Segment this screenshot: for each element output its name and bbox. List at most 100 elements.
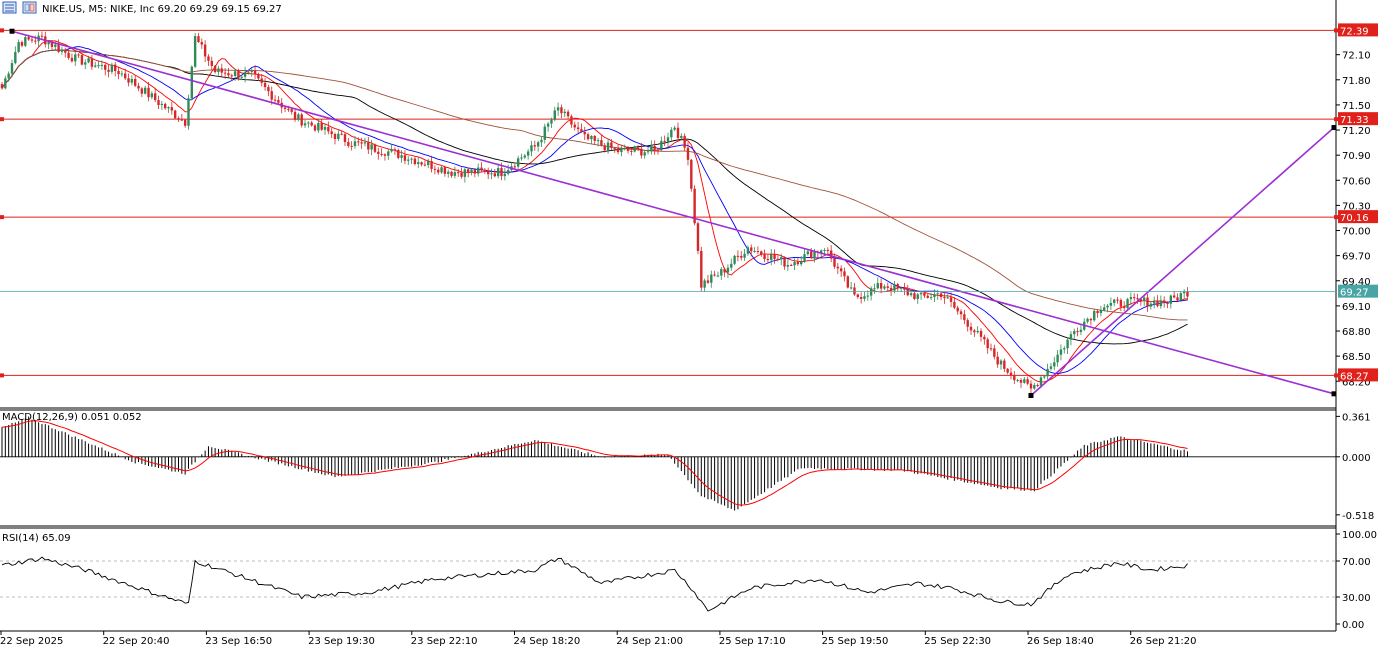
- candle-body: [1076, 331, 1079, 333]
- candle-body: [889, 287, 893, 291]
- candle-body: [303, 123, 307, 126]
- candle-body: [317, 122, 320, 131]
- candle-body: [1136, 298, 1139, 300]
- candle-body: [929, 297, 933, 299]
- candle-body: [973, 330, 976, 333]
- candle-body: [856, 294, 860, 298]
- candle-body: [1103, 307, 1106, 311]
- candle-body: [939, 293, 943, 298]
- candle-body: [40, 35, 44, 37]
- candle-body: [453, 172, 457, 176]
- candle-body: [370, 144, 373, 150]
- level-anchor: [0, 28, 4, 33]
- candle-body: [193, 36, 197, 67]
- candle-body: [526, 151, 530, 156]
- candle-body: [863, 296, 866, 299]
- candle-body: [640, 148, 643, 156]
- candle-body: [1006, 368, 1009, 373]
- candle-body: [207, 56, 210, 61]
- time-tick-label: 22 Sep 2025: [0, 636, 63, 647]
- candle-body: [1179, 293, 1183, 301]
- candle-body: [713, 274, 716, 276]
- candle-body: [566, 111, 570, 117]
- candle-body: [956, 307, 959, 312]
- candle-body: [536, 142, 540, 147]
- time-tick-label: 23 Sep 16:50: [205, 636, 272, 647]
- price-tick-label: 70.30: [1342, 201, 1371, 212]
- candle-body: [390, 149, 393, 152]
- rsi-title: RSI(14) 65.09: [2, 533, 71, 544]
- candle-body: [656, 149, 660, 151]
- candle-body: [486, 170, 490, 175]
- panel-frames: [0, 0, 1337, 632]
- candle-body: [976, 330, 979, 333]
- candle-body: [663, 140, 666, 142]
- candle-body: [1123, 306, 1126, 308]
- candle-body: [157, 100, 160, 105]
- price-tick-label: 69.10: [1342, 302, 1371, 313]
- candle-body: [633, 147, 636, 152]
- candle-body: [240, 76, 243, 78]
- candle-body: [590, 136, 593, 140]
- candle-body: [437, 169, 440, 173]
- candle-body: [979, 330, 983, 337]
- candle-body: [613, 147, 616, 149]
- candle-body: [740, 256, 743, 258]
- candle-body: [969, 326, 973, 331]
- candle-body: [1079, 329, 1083, 332]
- candle-body: [213, 65, 217, 73]
- candle-body: [773, 254, 776, 259]
- candle-body: [563, 111, 566, 114]
- candle-body: [893, 284, 896, 291]
- price-tick-label: 71.20: [1342, 126, 1371, 137]
- candle-body: [460, 172, 463, 177]
- candle-body: [1019, 379, 1023, 383]
- trendline-2: [1030, 126, 1335, 397]
- candle-body: [546, 123, 550, 127]
- candle-body: [796, 262, 800, 265]
- candle-body: [506, 170, 510, 174]
- price-tick-label: 71.50: [1342, 101, 1371, 112]
- candle-body: [383, 154, 387, 156]
- candle-body: [986, 339, 989, 349]
- candle-body: [983, 336, 986, 340]
- candle-body: [127, 78, 130, 83]
- candle-body: [1089, 318, 1093, 321]
- candle-body: [916, 294, 919, 299]
- candle-body: [829, 250, 833, 259]
- candle-body: [87, 58, 90, 63]
- candle-body: [220, 68, 223, 73]
- level-anchor: [1334, 117, 1338, 122]
- candle-body: [496, 168, 500, 177]
- chart-header: NIKE.US, M5: NIKE, Inc 69.20 69.29 69.15…: [2, 1, 282, 15]
- list-icon[interactable]: [2, 1, 17, 14]
- candle-body: [100, 64, 104, 66]
- candle-body: [473, 169, 477, 174]
- candle-body: [483, 169, 487, 171]
- time-tick-label: 25 Sep 19:50: [822, 636, 889, 647]
- candle-body: [1142, 297, 1146, 301]
- macd-tick-label: 0.361: [1342, 412, 1371, 423]
- candle-body: [883, 286, 886, 289]
- candle-body: [763, 254, 766, 260]
- candle-body: [137, 85, 140, 89]
- candle-body: [853, 287, 856, 295]
- candle-body: [683, 135, 686, 148]
- candle-body: [839, 268, 843, 272]
- candle-body: [30, 39, 34, 41]
- candle-body: [1096, 310, 1099, 314]
- candle-body: [896, 284, 899, 289]
- candle-body: [147, 87, 150, 98]
- candle-body: [14, 51, 17, 64]
- candle-body: [17, 42, 20, 52]
- candle-body: [470, 169, 473, 173]
- level-price-label: 68.27: [1340, 371, 1369, 382]
- candle-body: [620, 148, 623, 153]
- candle-body: [170, 107, 174, 111]
- candle-body: [899, 287, 903, 289]
- chart-window-icon[interactable]: [22, 1, 37, 14]
- rsi-tick-label: 70.00: [1342, 557, 1371, 568]
- candle-body: [1069, 334, 1073, 340]
- candle-body: [946, 297, 949, 299]
